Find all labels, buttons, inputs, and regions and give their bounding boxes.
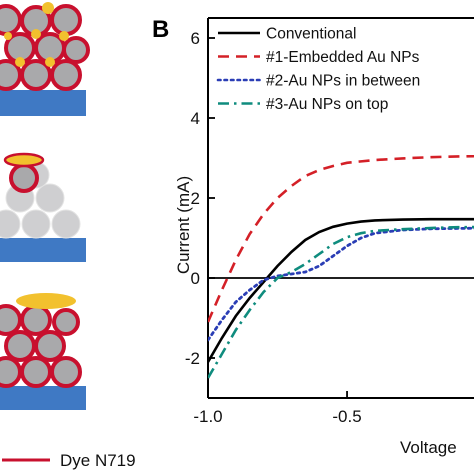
dye-legend-label: Dye N719 bbox=[60, 451, 136, 470]
y-axis-label: Current (mA) bbox=[174, 176, 193, 274]
x-tick-label: -0.5 bbox=[332, 407, 361, 426]
gold-layer-bottom bbox=[16, 293, 76, 309]
panel-letter: B bbox=[152, 16, 169, 43]
legend-label-1: Conventional bbox=[266, 26, 356, 43]
gold-layer-middle bbox=[3, 152, 45, 168]
y-tick-label: 6 bbox=[191, 29, 200, 48]
legend-label-4: #3-Au NPs on top bbox=[266, 96, 388, 113]
substrate-bottom bbox=[0, 386, 86, 410]
x-axis-label: Voltage bbox=[400, 438, 457, 457]
series-line-2 bbox=[208, 154, 474, 323]
y-tick-label: 0 bbox=[191, 269, 200, 288]
substrate-middle bbox=[0, 238, 86, 262]
y-tick-label: -2 bbox=[185, 349, 200, 368]
series-line-4 bbox=[208, 225, 474, 379]
substrate-top bbox=[0, 90, 86, 116]
legend-label-3: #2-Au NPs in between bbox=[266, 73, 420, 90]
series-layer bbox=[208, 154, 474, 379]
x-tick-label: -1.0 bbox=[193, 407, 222, 426]
schematic-au-on-top bbox=[0, 293, 86, 410]
chart-legend: Conventional #1-Embedded Au NPs #2-Au NPs … bbox=[216, 26, 420, 113]
device-schematics: Dye N719 bbox=[0, 2, 136, 470]
schematic-embedded-au bbox=[0, 2, 90, 116]
series-line-3 bbox=[208, 226, 474, 342]
schematic-au-between bbox=[0, 152, 86, 262]
y-tick-label: 4 bbox=[191, 109, 200, 128]
y-tick-label: 2 bbox=[191, 189, 200, 208]
legend-label-2: #1-Embedded Au NPs bbox=[266, 49, 420, 66]
series-line-1 bbox=[208, 217, 474, 363]
